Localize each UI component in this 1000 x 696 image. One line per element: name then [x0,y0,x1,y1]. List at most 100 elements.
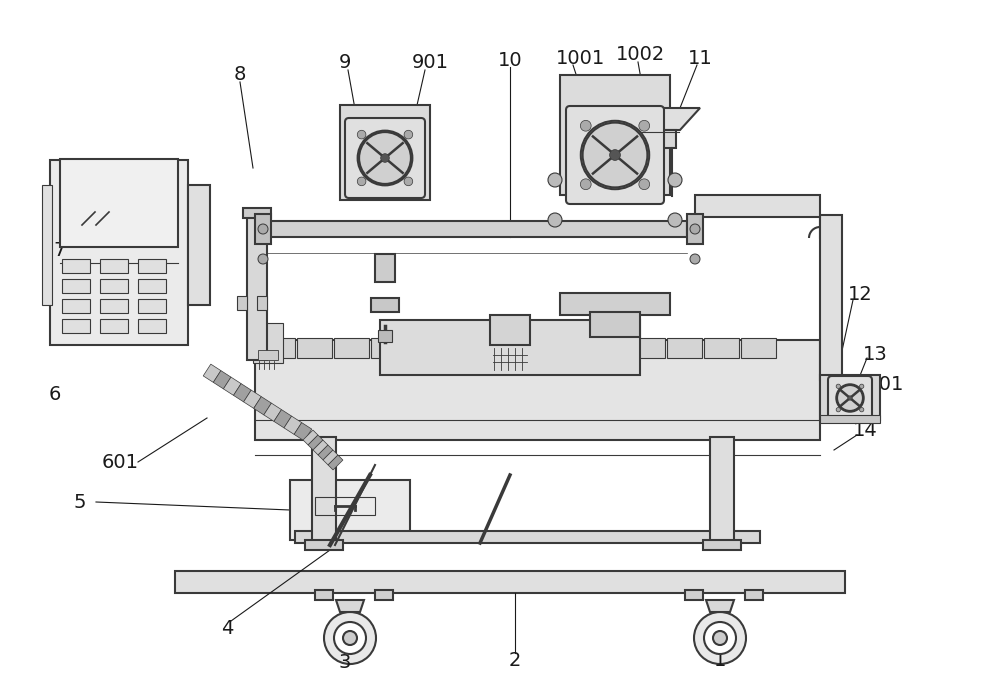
Bar [237,296,247,310]
Circle shape [639,179,650,189]
Polygon shape [620,108,700,130]
Polygon shape [323,450,338,465]
Circle shape [668,213,682,227]
Text: 1: 1 [714,651,726,670]
Bar [257,296,267,310]
Polygon shape [313,440,328,455]
Text: 2: 2 [509,651,521,670]
Circle shape [334,622,366,654]
Text: 12: 12 [848,285,872,305]
Circle shape [258,224,268,234]
Polygon shape [213,370,231,389]
Polygon shape [203,364,221,382]
Bar [710,437,734,545]
Bar [62,299,90,313]
Circle shape [690,224,700,234]
Polygon shape [318,445,333,460]
Polygon shape [336,600,364,612]
Circle shape [357,130,366,139]
Text: 9: 9 [339,54,351,72]
Bar [138,319,166,333]
Bar [745,590,763,600]
Circle shape [357,177,366,186]
Bar [42,185,52,305]
Circle shape [548,173,562,187]
Bar [667,338,702,358]
Bar [334,338,369,358]
Bar [253,323,283,363]
Bar [340,105,430,200]
Bar [60,159,178,247]
Bar [255,340,820,440]
Circle shape [713,631,727,645]
Bar [260,338,295,358]
Circle shape [324,612,376,664]
Polygon shape [264,403,281,421]
Circle shape [580,120,591,131]
Polygon shape [254,397,271,415]
Circle shape [836,408,840,412]
Polygon shape [274,410,292,428]
Bar [50,160,188,345]
Bar [560,293,670,315]
Circle shape [848,396,852,400]
Circle shape [694,612,746,664]
FancyBboxPatch shape [566,106,664,204]
Polygon shape [234,383,251,402]
Circle shape [860,384,864,388]
Circle shape [704,622,736,654]
Bar [315,497,375,515]
Bar [243,208,271,218]
Bar [445,338,480,358]
Bar [188,185,210,305]
Bar [315,590,333,600]
Text: 10: 10 [498,51,522,70]
Bar [630,338,665,358]
Circle shape [690,254,700,264]
Text: 13: 13 [863,345,887,365]
FancyBboxPatch shape [345,118,425,198]
Bar [704,338,739,358]
Bar [312,437,336,545]
Text: 901: 901 [412,54,448,72]
Bar [820,375,880,420]
Bar [247,215,267,360]
Polygon shape [244,390,261,409]
Bar [482,338,517,358]
Polygon shape [308,435,323,450]
Bar [380,320,640,375]
Bar [297,338,332,358]
Text: 1001: 1001 [555,49,605,68]
Bar [590,312,640,337]
Bar [375,254,395,282]
Polygon shape [284,416,302,434]
Bar [62,279,90,293]
Bar [519,338,554,358]
Polygon shape [303,430,318,445]
Bar [648,130,676,148]
Bar [490,315,530,345]
Text: 1002: 1002 [615,45,665,65]
Circle shape [548,213,562,227]
Polygon shape [328,455,343,470]
Bar [820,415,880,423]
Circle shape [668,173,682,187]
Text: 601: 601 [102,452,138,471]
Bar [556,338,591,358]
Bar [408,338,443,358]
Text: 11: 11 [688,49,712,68]
Bar [138,259,166,273]
Bar [820,215,842,380]
Text: 5: 5 [74,493,86,512]
Text: 4: 4 [221,619,233,638]
Bar [100,299,128,313]
Bar [695,195,820,217]
Polygon shape [294,422,312,441]
Bar [295,531,760,543]
Circle shape [836,384,840,388]
Bar [267,221,687,237]
Bar [100,259,128,273]
Circle shape [639,120,650,131]
Circle shape [258,254,268,264]
Circle shape [404,177,413,186]
